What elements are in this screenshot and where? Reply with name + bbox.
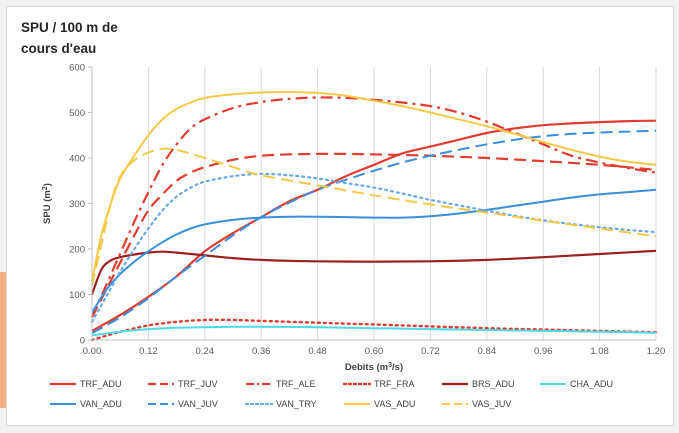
y-tick-label: 100 xyxy=(69,290,85,301)
series-line-van-juv xyxy=(91,129,657,335)
x-tick-label: 0.12 xyxy=(139,346,158,357)
series-line-vas-juv xyxy=(91,147,657,286)
x-tick-label: 0.48 xyxy=(308,346,327,357)
legend-label-trf-juv: TRF_JUV xyxy=(178,379,218,389)
series-layer xyxy=(90,90,658,342)
x-tick-label: 0.72 xyxy=(421,346,440,357)
x-tick-label: 0.60 xyxy=(365,346,384,357)
legend-label-trf-adu: TRF_ADU xyxy=(80,379,122,389)
series-line-vas-adu xyxy=(91,90,657,282)
legend-label-trf-fra: TRF_FRA xyxy=(374,379,415,389)
y-tick-label: 200 xyxy=(69,245,85,256)
series-line-cha-adu xyxy=(91,325,657,337)
series-line-trf-fra xyxy=(90,318,658,342)
series-line-trf-ale xyxy=(90,96,657,318)
legend-label-van-adu: VAN_ADU xyxy=(80,399,122,409)
legend-label-trf-ale: TRF_ALE xyxy=(276,379,316,389)
x-tick-label: 1.08 xyxy=(590,346,609,357)
y-tick-label: 500 xyxy=(69,108,85,119)
chart-title: SPU / 100 m de cours d'eau xyxy=(21,17,171,59)
series-line-brs-adu xyxy=(90,249,657,295)
y-tick-label: 600 xyxy=(69,63,85,74)
y-tick-label: 300 xyxy=(69,199,85,210)
chart-card: SPU / 100 m de cours d'eau xyxy=(6,6,674,426)
legend-label-van-juv: VAN_JUV xyxy=(178,399,218,409)
chart-title-line2: cours d'eau xyxy=(21,41,97,56)
series-line-trf-juv xyxy=(91,152,657,318)
series-line-van-adu xyxy=(91,188,657,314)
chart-title-line1: SPU / 100 m de xyxy=(21,20,118,35)
x-tick-label: 0.00 xyxy=(83,346,102,357)
legend-label-vas-adu: VAS_ADU xyxy=(374,399,415,409)
y-tick-label: 400 xyxy=(69,154,85,165)
x-tick-label: 0.96 xyxy=(534,346,553,357)
series-line-van-try xyxy=(90,172,658,323)
legend-label-vas-juv: VAS_JUV xyxy=(472,399,511,409)
x-tick-label: 0.36 xyxy=(252,346,271,357)
legend: TRF_ADU TRF_JUV TRF_ALE TRF_FRA BRS_ADU CHA_A… xyxy=(50,379,613,409)
legend-label-brs-adu: BRS_ADU xyxy=(472,379,515,389)
axes: 0.00 0.12 0.24 0.36 0.48 0.60 0.72 0.84 0.96 1.08… xyxy=(69,63,665,358)
x-tick-label: 0.84 xyxy=(478,346,497,357)
x-tick-label: 1.20 xyxy=(647,346,666,357)
x-axis-title: Debits (m3/s) xyxy=(345,362,403,374)
x-tick-label: 0.24 xyxy=(196,346,215,357)
legend-label-van-try: VAN_TRY xyxy=(276,399,317,409)
y-tick-label: 0 xyxy=(80,336,85,347)
legend-label-cha-adu: CHA_ADU xyxy=(570,379,613,389)
y-axis-title: SPU (m2) xyxy=(42,183,54,224)
